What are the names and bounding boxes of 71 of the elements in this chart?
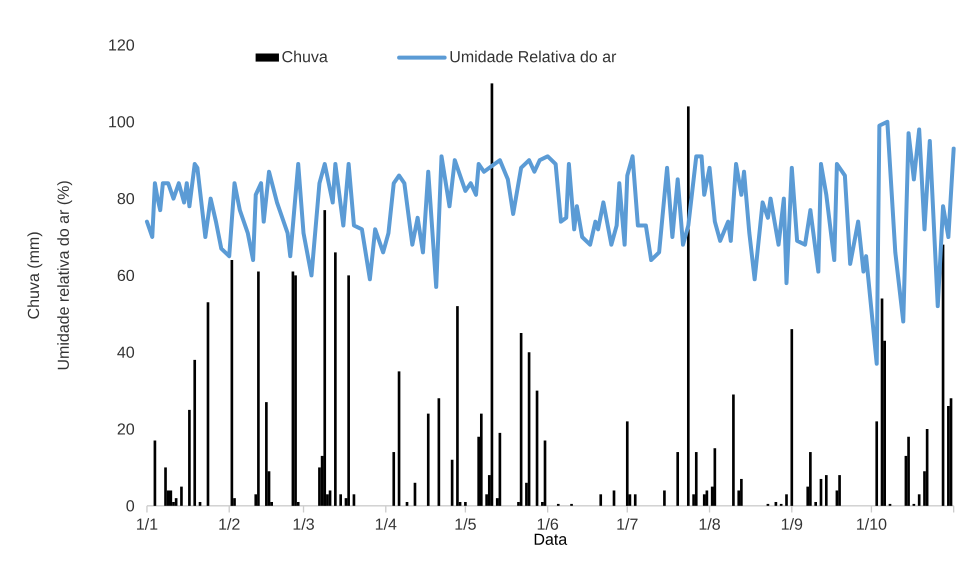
bar xyxy=(740,479,743,506)
x-tick-label: 1/10 xyxy=(857,518,886,530)
y-tick-label: 120 xyxy=(109,39,134,51)
bar xyxy=(790,329,794,506)
bar xyxy=(426,414,430,506)
bar xyxy=(498,432,502,506)
x-tick-label: 1/9 xyxy=(782,518,802,530)
bar xyxy=(352,494,356,506)
bar xyxy=(706,490,708,506)
legend-label: Umidade Relativa do ar xyxy=(450,50,616,62)
bar xyxy=(536,390,538,506)
bar xyxy=(838,475,841,506)
bar xyxy=(456,306,459,506)
x-axis-title: Data xyxy=(534,534,568,545)
text: Umidade relativa do ar (%) xyxy=(57,181,72,370)
bar xyxy=(450,460,454,506)
x-tick-label: 1/3 xyxy=(294,518,314,530)
bar xyxy=(634,494,637,506)
bar xyxy=(918,494,921,506)
bar xyxy=(414,482,416,506)
bar xyxy=(950,398,952,506)
bar xyxy=(334,252,337,506)
bar xyxy=(528,352,530,506)
bar xyxy=(398,372,400,506)
x-tick-label: 1/1 xyxy=(137,518,158,530)
bar xyxy=(599,494,602,506)
y-tick-label: 40 xyxy=(117,346,134,358)
bar xyxy=(880,298,884,506)
bar xyxy=(942,244,944,506)
bar xyxy=(814,502,818,506)
bar xyxy=(339,494,342,506)
x-tick-label: 1/2 xyxy=(219,518,240,530)
x-tick-label: 1/7 xyxy=(617,518,638,530)
bar xyxy=(774,502,778,506)
y-tick-label: 0 xyxy=(126,500,134,512)
bar xyxy=(926,429,928,506)
bar xyxy=(785,494,788,506)
bar xyxy=(406,502,408,506)
bar xyxy=(820,479,822,506)
bar xyxy=(875,421,878,506)
y-tick-label: 100 xyxy=(109,116,134,128)
bar xyxy=(824,475,828,506)
x-tick-label: 1/6 xyxy=(538,518,558,530)
bar xyxy=(520,333,522,506)
legend-label: Chuva xyxy=(282,50,328,62)
bar xyxy=(732,394,735,506)
bar xyxy=(626,421,629,506)
x-tick-label: 1/4 xyxy=(376,518,396,530)
bar xyxy=(907,436,910,506)
bar xyxy=(438,398,440,506)
bar xyxy=(676,452,680,506)
y-axis-title: Chuva (mm) xyxy=(27,232,42,319)
bar xyxy=(464,502,467,506)
bar xyxy=(714,448,716,506)
bar xyxy=(490,83,494,506)
y-tick-label: 80 xyxy=(118,193,134,204)
bar xyxy=(392,452,396,506)
bar xyxy=(544,440,546,506)
bar xyxy=(663,490,666,506)
bar xyxy=(328,490,332,506)
bar xyxy=(323,210,326,506)
bar xyxy=(347,275,350,506)
bar xyxy=(612,490,616,506)
bar xyxy=(702,494,706,506)
bar xyxy=(694,452,698,506)
x-tick-label: 1/5 xyxy=(455,518,476,530)
y-tick-label: 60 xyxy=(118,270,134,282)
y-tick-label: 20 xyxy=(118,423,134,435)
bar xyxy=(480,414,483,506)
bar xyxy=(809,452,812,506)
x-tick-label: 1/8 xyxy=(700,518,720,530)
